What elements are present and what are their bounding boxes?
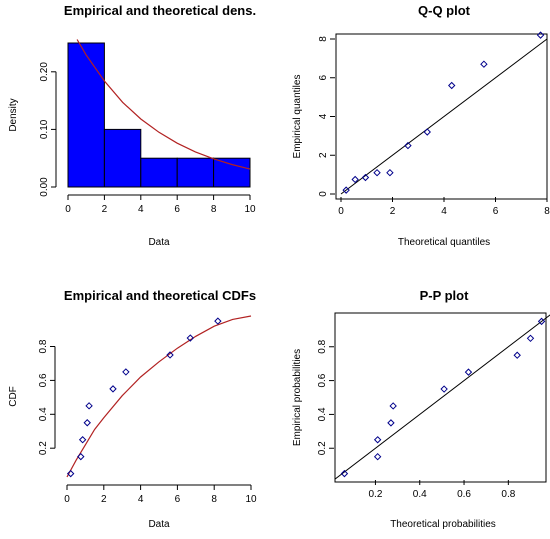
x-tick-label: 8 <box>211 204 217 215</box>
histogram-bar <box>140 157 178 188</box>
x-tick-label: 8 <box>544 206 550 217</box>
data-point <box>389 402 397 410</box>
y-tick-label: 0.6 <box>38 373 49 387</box>
data-point <box>386 168 394 177</box>
y-tick-label: 0.4 <box>38 407 49 421</box>
reference-line <box>340 38 548 195</box>
data-point <box>404 141 412 150</box>
x-axis-label: Data <box>148 237 170 248</box>
x-axis-label: Theoretical quantiles <box>398 237 490 248</box>
x-tick-label: 0 <box>338 206 344 217</box>
theoretical-curve <box>76 39 251 170</box>
data-point <box>536 31 545 39</box>
data-point <box>342 186 350 194</box>
y-tick-label: 0.2 <box>317 441 328 455</box>
x-tick-label: 0.2 <box>368 489 382 500</box>
data-point <box>83 419 91 427</box>
plot-frame <box>335 33 548 200</box>
y-axis-label: Empirical quantiles <box>292 75 303 159</box>
x-tick-label: 0.8 <box>501 489 515 500</box>
y-tick-label: 4 <box>318 113 329 119</box>
theoretical-curve <box>66 315 252 478</box>
data-point <box>85 402 93 410</box>
data-point <box>464 368 473 376</box>
x-tick-label: 4 <box>138 494 144 505</box>
chart-title: Empirical and theoretical dens. <box>64 3 256 18</box>
x-tick-label: 0.4 <box>413 489 427 500</box>
x-tick-label: 8 <box>211 494 217 505</box>
data-point <box>78 436 87 444</box>
data-point <box>387 419 395 427</box>
x-tick-label: 0 <box>64 494 70 505</box>
y-tick-label: 0.8 <box>38 339 49 353</box>
x-tick-label: 2 <box>102 204 108 215</box>
y-tick-label: 0.10 <box>39 119 50 139</box>
histogram-bar <box>176 157 215 188</box>
data-point <box>513 351 521 359</box>
x-tick-label: 4 <box>441 206 447 217</box>
data-point <box>361 173 370 182</box>
data-point <box>122 368 130 376</box>
panel-1: Empirical and theoretical dens. Data Densi… <box>8 3 256 248</box>
y-tick-label: 0.6 <box>317 373 328 387</box>
x-tick-label: 6 <box>175 494 181 505</box>
histogram-bar <box>67 42 105 188</box>
data-point <box>351 175 359 184</box>
data-point <box>537 317 546 326</box>
y-tick-label: 2 <box>318 152 329 158</box>
x-tick-label: 2 <box>390 206 396 217</box>
chart-title: P-P plot <box>420 288 470 303</box>
x-tick-label: 2 <box>101 494 107 505</box>
panel-2: Q-Q plot Theoretical quantiles Empirical q… <box>292 3 550 248</box>
data-point <box>340 469 349 478</box>
data-point <box>373 436 382 444</box>
y-tick-label: 0.2 <box>38 441 49 455</box>
histogram-bar <box>213 157 251 188</box>
x-tick-label: 10 <box>244 204 256 215</box>
x-axis-label: Data <box>148 519 170 530</box>
chart-title: Empirical and theoretical CDFs <box>64 288 256 303</box>
y-tick-label: 0.8 <box>317 339 328 353</box>
chart-title: Q-Q plot <box>418 3 471 18</box>
data-point <box>526 334 535 343</box>
y-tick-label: 0.00 <box>39 177 50 197</box>
y-tick-label: 0 <box>318 191 329 197</box>
x-tick-label: 10 <box>245 494 257 505</box>
y-tick-label: 0.4 <box>317 407 328 421</box>
y-axis-label: Empirical probabilities <box>292 349 303 446</box>
data-point <box>440 385 448 393</box>
y-axis-label: Density <box>8 98 19 131</box>
reference-line <box>335 314 550 480</box>
histogram-bar <box>103 128 142 188</box>
data-point <box>480 60 488 68</box>
plot-frame <box>334 312 547 483</box>
data-point <box>166 351 174 359</box>
data-point <box>186 334 194 342</box>
y-axis-label: CDF <box>8 386 19 407</box>
x-tick-label: 0 <box>65 204 71 215</box>
x-tick-label: 6 <box>493 206 499 217</box>
x-tick-label: 0.6 <box>457 489 471 500</box>
data-point <box>214 317 222 325</box>
y-tick-label: 8 <box>318 36 329 42</box>
x-tick-label: 6 <box>174 204 180 215</box>
data-point <box>66 469 75 478</box>
x-tick-label: 4 <box>138 204 144 215</box>
y-tick-label: 0.20 <box>39 62 50 82</box>
panel-3: Empirical and theoretical CDFs Data CDF 0 2 4… <box>8 288 257 530</box>
data-point <box>77 452 85 461</box>
y-tick-label: 6 <box>318 75 329 81</box>
panel-4: P-P plot Theoretical probabilities Empiric… <box>292 288 550 530</box>
data-point <box>109 385 117 393</box>
x-axis-label: Theoretical probabilities <box>390 519 496 530</box>
data-point <box>423 128 431 136</box>
data-point <box>373 452 382 461</box>
data-point <box>373 168 381 177</box>
data-point <box>448 81 456 90</box>
